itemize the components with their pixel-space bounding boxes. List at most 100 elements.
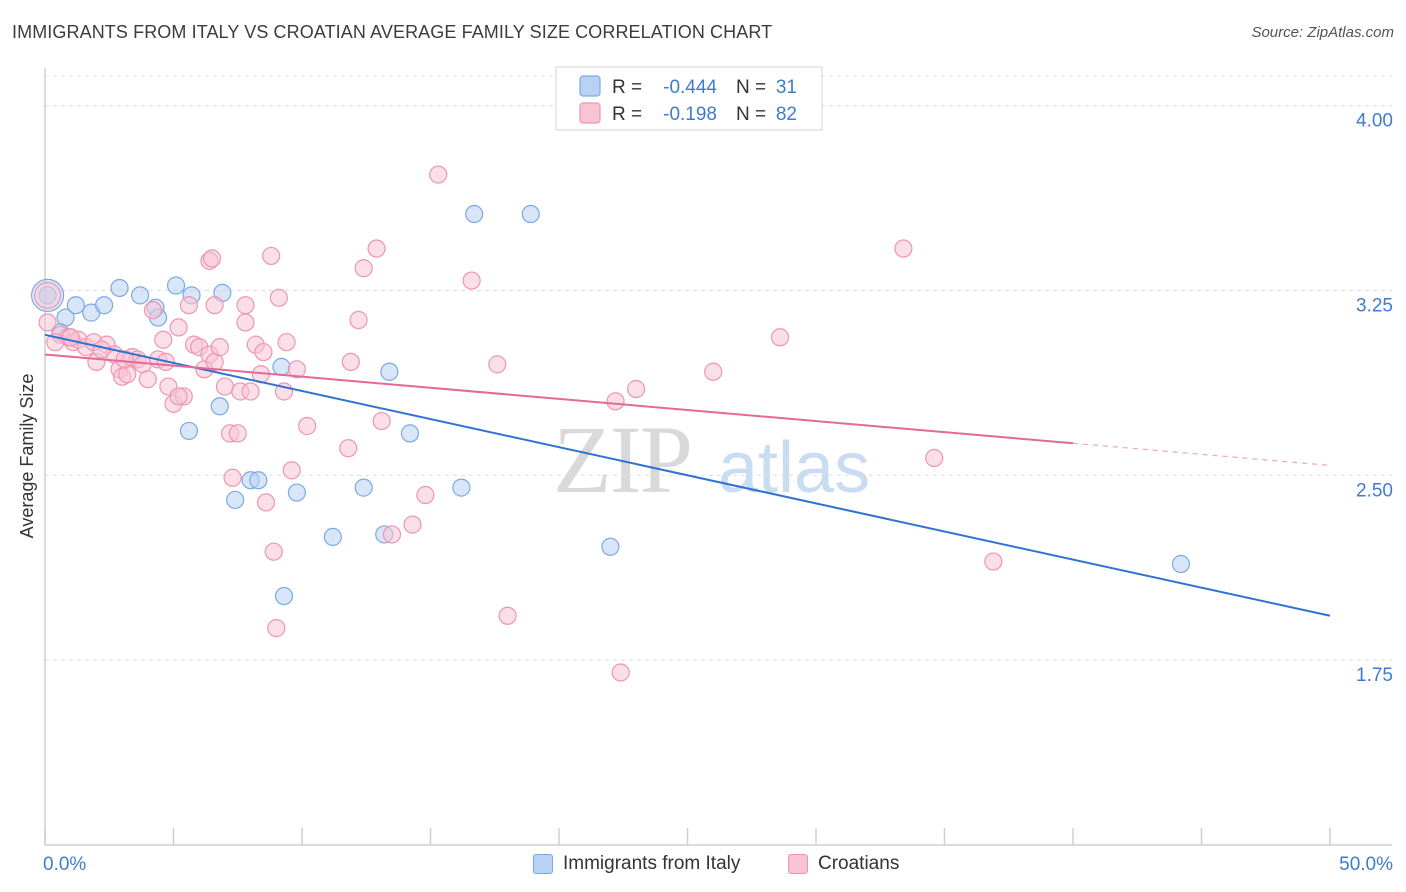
croatian-point bbox=[202, 249, 222, 268]
croatian-point bbox=[223, 468, 242, 487]
croatian-point bbox=[349, 310, 368, 330]
stats-n-label: N = bbox=[736, 104, 766, 125]
croatian-point bbox=[339, 439, 358, 458]
stats-r-value: -0.198 bbox=[663, 104, 717, 125]
croatian-point bbox=[210, 338, 229, 357]
italy-point bbox=[166, 276, 186, 295]
croatian-point bbox=[241, 382, 260, 401]
legend-label-immigrants-from-italy: Immigrants from Italy bbox=[563, 853, 741, 874]
italy-point bbox=[354, 478, 373, 497]
croatian-point bbox=[403, 515, 422, 534]
croatian-point bbox=[179, 296, 199, 315]
y-tick-label: 4.00 bbox=[1356, 111, 1393, 132]
stats-n-value: 82 bbox=[776, 104, 797, 125]
italy-trend-line bbox=[44, 333, 1331, 617]
watermark-zip: ZIP bbox=[553, 406, 691, 513]
croatian-point bbox=[269, 288, 288, 307]
croatian-point bbox=[606, 392, 625, 411]
italy-point bbox=[66, 296, 85, 315]
italy-point bbox=[272, 357, 291, 376]
italy-point bbox=[601, 537, 620, 556]
stats-box: R = -0.444 N = 31 R = -0.198 N = 82 bbox=[555, 66, 823, 131]
italy-cluster-point bbox=[30, 278, 65, 312]
croatian-point bbox=[262, 246, 281, 266]
croatian-point bbox=[264, 542, 283, 561]
croatian-point bbox=[38, 313, 57, 332]
croatian-trend-line bbox=[44, 353, 1074, 445]
croatian-point bbox=[287, 360, 306, 379]
croatian-point bbox=[236, 313, 255, 332]
legend-item-croatians[interactable]: Croatians bbox=[788, 852, 899, 876]
italy-point bbox=[465, 204, 484, 224]
croatian-point bbox=[372, 411, 391, 431]
croatian-point bbox=[382, 525, 402, 544]
croatian-point bbox=[611, 663, 630, 682]
croatian-point bbox=[169, 387, 188, 406]
croatian-point bbox=[228, 424, 247, 443]
y-tick-label: 2.50 bbox=[1356, 480, 1393, 501]
croatian-point bbox=[138, 370, 157, 389]
italy-point bbox=[1171, 554, 1191, 574]
legend-swatch-blue bbox=[533, 854, 553, 874]
italy-point bbox=[323, 527, 342, 547]
source-label: Source: ZipAtlas.com bbox=[1251, 24, 1394, 41]
croatian-point bbox=[354, 259, 373, 278]
croatian-point bbox=[115, 350, 134, 369]
italy-point bbox=[210, 397, 229, 416]
croatian-point bbox=[462, 271, 481, 290]
italy-point bbox=[452, 478, 471, 497]
legend-item-immigrants-from-italy[interactable]: Immigrants from Italy bbox=[533, 852, 740, 876]
croatian-point bbox=[488, 355, 507, 374]
stats-n-label: N = bbox=[736, 77, 766, 98]
croatian-point bbox=[429, 165, 448, 184]
croatian-point bbox=[341, 352, 360, 372]
croatian-point bbox=[154, 330, 173, 349]
stats-swatch bbox=[579, 75, 601, 97]
croatian-point bbox=[770, 328, 790, 347]
croatian-point bbox=[236, 296, 255, 315]
croatian-point bbox=[277, 333, 296, 352]
croatian-point bbox=[254, 342, 273, 362]
croatian-point bbox=[118, 365, 137, 384]
croatian-point bbox=[256, 493, 276, 512]
italy-point bbox=[249, 471, 268, 490]
croatian-point bbox=[894, 239, 913, 258]
y-tick-label: 3.25 bbox=[1356, 295, 1393, 316]
italy-point bbox=[179, 421, 199, 441]
croatian-point bbox=[215, 377, 234, 396]
croatian-point bbox=[267, 619, 286, 638]
italy-point bbox=[130, 286, 150, 305]
stats-r-value: -0.444 bbox=[663, 77, 717, 98]
croatian-point bbox=[92, 340, 111, 359]
italy-point bbox=[38, 286, 57, 305]
croatian-point bbox=[298, 416, 317, 436]
croatian-cluster-point bbox=[33, 281, 62, 309]
stats-r-label: R = bbox=[612, 77, 642, 98]
croatian-point bbox=[169, 318, 188, 337]
croatian-trend-extension bbox=[1072, 442, 1331, 467]
croatian-point bbox=[205, 296, 224, 315]
italy-point bbox=[400, 424, 420, 443]
stats-swatch bbox=[579, 102, 601, 124]
stats-n-value: 31 bbox=[776, 77, 797, 98]
italy-point bbox=[226, 490, 245, 510]
croatian-point bbox=[143, 301, 163, 320]
legend-label-croatians: Croatians bbox=[818, 853, 900, 874]
italy-point bbox=[110, 278, 129, 298]
stats-r-label: R = bbox=[612, 104, 642, 125]
italy-point bbox=[95, 296, 114, 315]
legend-swatch-pink bbox=[788, 854, 808, 874]
y-tick-label: 1.75 bbox=[1356, 665, 1393, 686]
croatian-point bbox=[416, 485, 435, 505]
croatian-point bbox=[498, 606, 517, 625]
italy-point bbox=[521, 204, 540, 224]
croatian-point bbox=[61, 328, 80, 347]
italy-point bbox=[380, 362, 399, 381]
croatian-point bbox=[367, 239, 386, 258]
watermark-atlas: atlas bbox=[718, 428, 870, 508]
y-axis-label: Average Family Size bbox=[17, 374, 37, 539]
croatian-point bbox=[282, 461, 301, 480]
croatian-point bbox=[704, 362, 723, 381]
italy-point bbox=[274, 586, 294, 606]
